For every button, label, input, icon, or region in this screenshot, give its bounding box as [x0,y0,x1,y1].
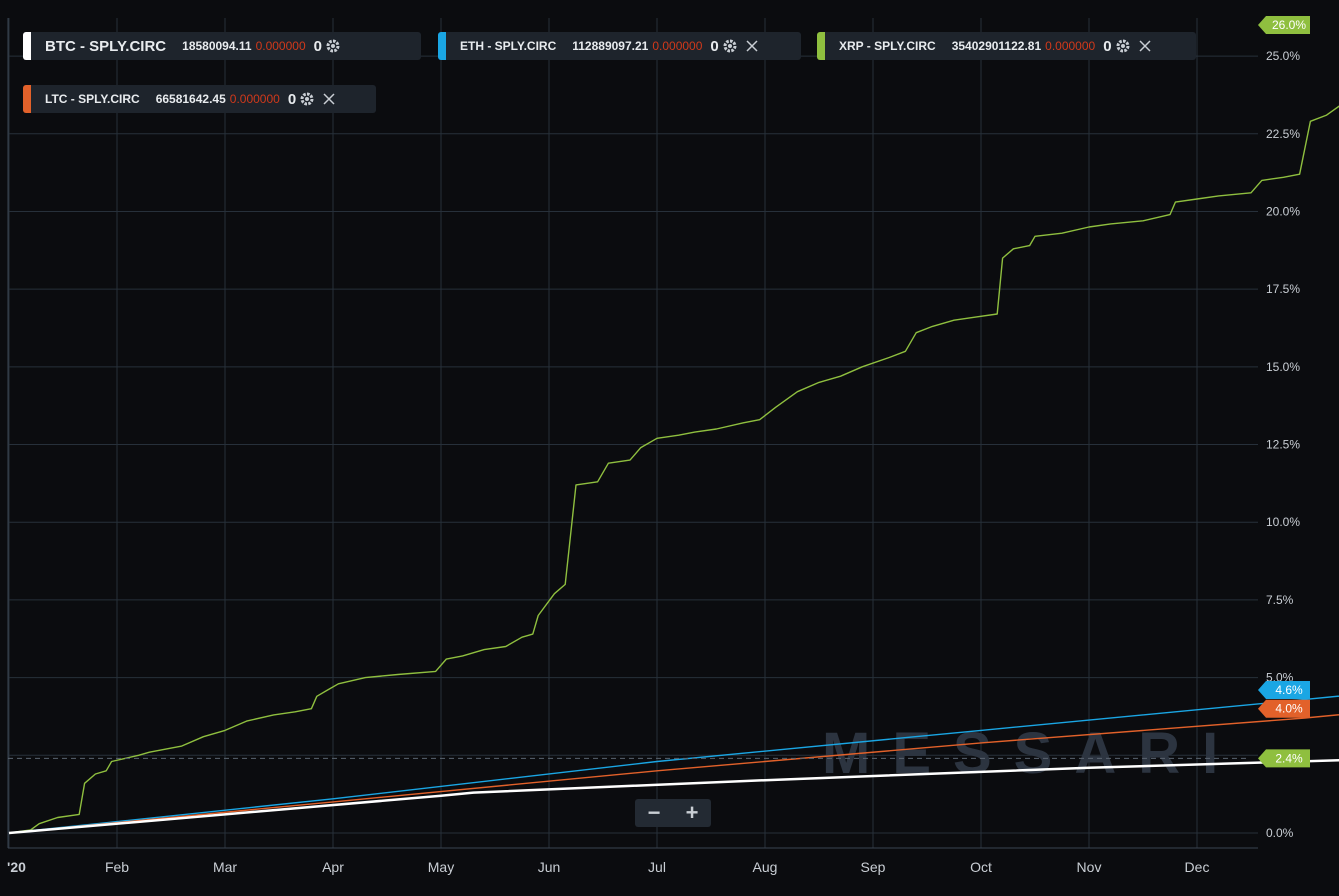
last-value-tag: 2.4% [1258,749,1310,768]
legend-series-name: XRP - SPLY.CIRC [839,39,936,53]
x-tick-label: Jun [538,859,561,875]
legend-count: 0 [710,37,719,55]
x-tick-label: Jul [648,859,666,875]
y-tick-label: 20.0% [1266,204,1300,218]
last-value-tag-bg [1258,699,1310,718]
x-tick-label: Aug [753,859,778,875]
series-line-xrp [8,105,1339,834]
last-value-tag: 4.6% [1258,681,1310,700]
legend-swatch [23,85,31,113]
last-value-tag-bg [1258,16,1310,34]
legend-item-ltc[interactable]: LTC - SPLY.CIRC 66581642.45 0.000000 0 [23,85,376,113]
legend-series-name: LTC - SPLY.CIRC [45,92,140,106]
zoom-out-button[interactable]: − [647,800,661,825]
legend-swatch [817,32,825,60]
close-icon[interactable] [743,37,761,55]
last-value-tag: 26.0% [1258,16,1310,34]
x-axis: '20 Feb Mar Apr May Jun Jul Aug Sep Oct Nov Dec [7,859,1209,875]
y-tick-label: 25.0% [1266,49,1300,63]
x-tick-label: Dec [1185,859,1210,875]
gear-icon[interactable] [721,37,739,55]
last-value-tag-text: 2.4% [1275,751,1303,765]
legend-value: 66581642.45 [155,92,226,106]
zoom-control: − + [635,799,711,827]
gear-icon[interactable] [1114,37,1132,55]
last-value-tag: 4.0% [1258,699,1310,718]
y-tick-label: 15.0% [1266,360,1300,374]
legend-change: 0.000000 [1045,39,1096,53]
x-tick-label: Feb [105,859,129,875]
x-tick-label: Sep [861,859,886,875]
x-tick-label: Oct [970,859,992,875]
y-tick-label: 12.5% [1266,438,1300,452]
series-line-eth [8,695,1339,834]
legend-series-name: ETH - SPLY.CIRC [460,39,557,53]
legend-value: 35402901122.81 [951,39,1042,53]
x-tick-label: Mar [213,859,237,875]
legend-swatch [438,32,446,60]
zoom-in-button[interactable]: + [685,800,699,825]
y-tick-label: 22.5% [1266,127,1300,141]
x-tick-label: Apr [322,859,344,875]
legend-swatch [23,32,31,60]
last-value-tag-bg [1258,681,1310,700]
last-value-labels: 26.0% 4.6% 4.0% 2.4% [1258,16,1310,768]
legend-change: 0.000000 [652,39,703,53]
y-tick-label: 0.0% [1266,826,1294,840]
last-value-tag-text: 4.6% [1275,683,1303,697]
legend-value: 112889097.21 [572,39,649,53]
gear-icon[interactable] [324,37,342,55]
legend-change: 0.000000 [229,92,280,106]
x-tick-label: May [428,859,454,875]
series-line-ltc [8,714,1339,834]
y-tick-label: 17.5% [1266,282,1300,296]
last-value-tag-text: 4.0% [1275,702,1303,716]
close-icon[interactable] [320,90,338,108]
last-value-tag-bg [1258,749,1310,768]
legend-item-xrp[interactable]: XRP - SPLY.CIRC 35402901122.81 0.000000 … [817,32,1196,60]
legend-value: 18580094.11 [182,39,252,53]
y-axis: 0.0%2.5%5.0%7.5%10.0%12.5%15.0%17.5%20.0… [1266,49,1300,840]
close-icon[interactable] [1136,37,1154,55]
x-tick-label: '20 [7,859,26,875]
gear-icon[interactable] [298,90,316,108]
legend-item-btc[interactable]: BTC - SPLY.CIRC 18580094.11 0.000000 0 [23,32,421,60]
legend-series-name: BTC - SPLY.CIRC [45,37,167,55]
legend-count: 0 [313,37,322,55]
series-lines [8,105,1339,835]
y-tick-label: 7.5% [1266,593,1294,607]
legend-item-eth[interactable]: ETH - SPLY.CIRC 112889097.21 0.000000 0 [438,32,801,60]
legend-count: 0 [1103,37,1112,55]
legend-count: 0 [287,90,297,108]
x-tick-label: Nov [1077,859,1102,875]
y-tick-label: 10.0% [1266,515,1300,529]
series-line-btc [8,759,1339,835]
last-value-tag-text: 26.0% [1272,18,1306,32]
legend-change: 0.000000 [255,39,306,53]
